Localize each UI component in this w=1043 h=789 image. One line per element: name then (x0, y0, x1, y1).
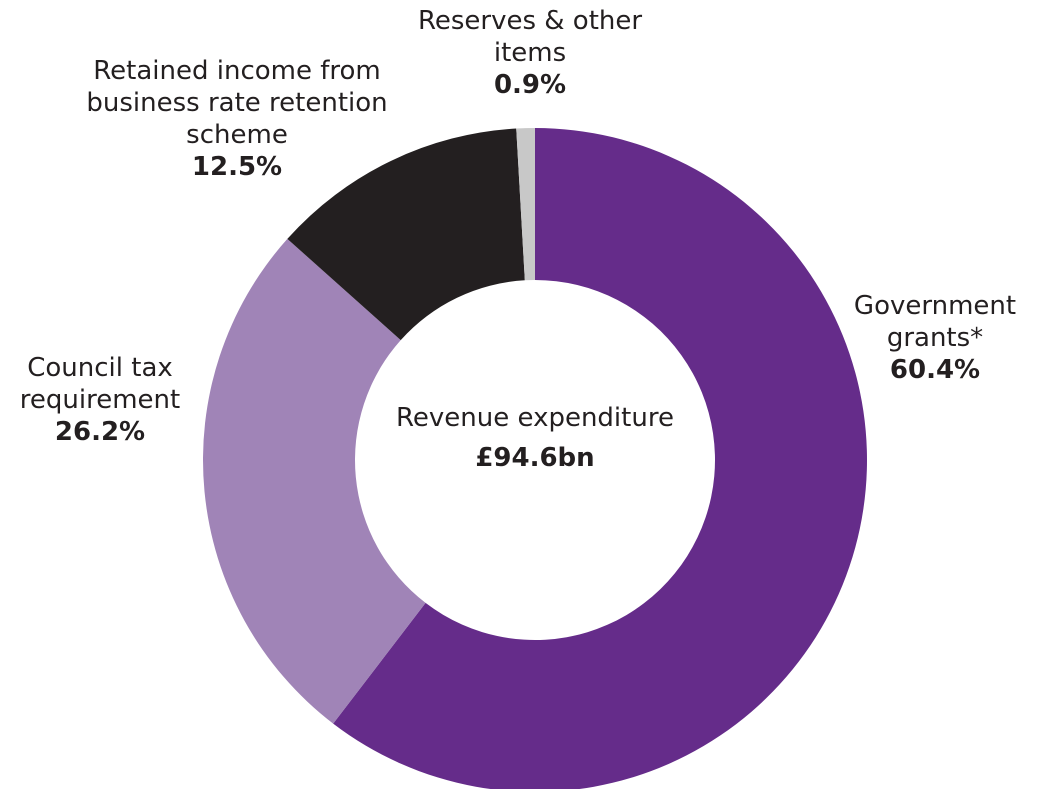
slice-label-retained-income: Retained income from business rate reten… (62, 55, 412, 183)
slice-label-government-grants: Government grants* 60.4% (840, 290, 1030, 386)
slice-label-council-tax: Council tax requirement 26.2% (10, 352, 190, 448)
slice-name: Government grants* (853, 291, 1017, 353)
donut-slice-0 (333, 128, 867, 789)
donut-slice-1 (202, 238, 426, 724)
slice-name: Reserves & other items (417, 6, 643, 68)
donut-slice-3 (516, 128, 535, 281)
slice-percent: 12.5% (191, 152, 283, 182)
center-label: Revenue expenditure £94.6bn (385, 398, 685, 478)
center-label-value: £94.6bn (475, 443, 595, 473)
slice-name: Council tax requirement (19, 353, 181, 415)
slice-label-reserves: Reserves & other items 0.9% (400, 5, 660, 101)
slice-name: Retained income from business rate reten… (86, 56, 388, 150)
slice-percent: 26.2% (54, 417, 146, 447)
slice-percent: 0.9% (493, 70, 567, 100)
donut-slice-2 (287, 128, 525, 341)
center-label-text: Revenue expenditure (396, 403, 674, 433)
slice-percent: 60.4% (889, 355, 981, 385)
